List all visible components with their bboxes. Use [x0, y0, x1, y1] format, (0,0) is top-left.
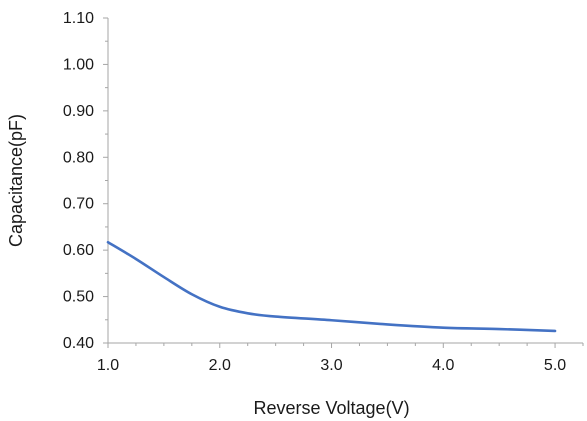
y-tick-label: 1.10 [63, 10, 94, 27]
y-tick-label: 0.70 [63, 196, 94, 213]
y-tick-label: 0.80 [63, 149, 94, 166]
y-tick-label: 0.60 [63, 242, 94, 259]
y-tick-label: 0.40 [63, 335, 94, 352]
series-line-0 [106, 240, 557, 333]
x-tick-label: 3.0 [320, 357, 342, 374]
x-axis-label: Reverse Voltage(V) [253, 398, 409, 418]
x-tick-label: 1.0 [97, 357, 119, 374]
x-tick-label: 4.0 [432, 357, 454, 374]
series [106, 240, 557, 333]
ticks: 0.40 0.50 0.60 0.70 0.80 0.90 1.00 1.10 1.0 2.0 3.… [63, 10, 584, 374]
y-axis-label: Capacitance(pF) [6, 114, 26, 247]
y-tick-label: 0.90 [63, 103, 94, 120]
x-tick-label: 5.0 [544, 357, 566, 374]
y-tick-label: 0.50 [63, 289, 94, 306]
x-tick-label: 2.0 [209, 357, 231, 374]
y-tick-label: 1.00 [63, 56, 94, 73]
